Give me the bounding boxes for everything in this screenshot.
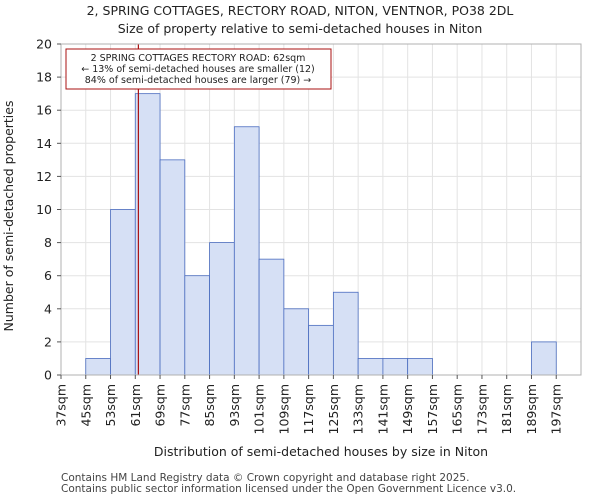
x-axis: 37sqm 45sqm 53sqm 61sqm 69sqm 77sqm 85sqm 93sqm… <box>54 375 564 434</box>
footer-copyright: Contains HM Land Registry data © Crown c… <box>61 472 470 484</box>
histogram-bar <box>134 93 161 376</box>
histogram-bar <box>531 341 557 376</box>
histogram-bar <box>357 358 384 376</box>
x-tick-label: 77sqm <box>177 384 192 427</box>
x-tick-label: 173sqm <box>474 384 489 434</box>
x-tick-label: 133sqm <box>351 384 366 434</box>
x-tick-label: 101sqm <box>252 384 267 434</box>
annotation-line-3: 84% of semi-detached houses are larger (… <box>85 75 312 86</box>
histogram-bar <box>332 291 359 376</box>
chart-subtitle: Size of property relative to semi-detach… <box>118 21 483 36</box>
y-tick-label: 18 <box>36 70 52 85</box>
x-tick-label: 149sqm <box>400 384 415 434</box>
footer-licence: Contains public sector information licen… <box>61 483 517 495</box>
y-tick-label: 16 <box>36 103 52 118</box>
histogram-bar <box>258 258 285 376</box>
x-tick-label: 157sqm <box>425 384 440 434</box>
x-tick-label: 141sqm <box>375 384 390 434</box>
histogram-bar <box>159 159 186 376</box>
y-tick-label: 12 <box>36 169 52 184</box>
y-tick-label: 0 <box>44 368 52 383</box>
chart-title: 2, SPRING COTTAGES, RECTORY ROAD, NITON,… <box>87 3 514 18</box>
histogram-bar <box>209 242 235 376</box>
histogram-bars <box>85 93 557 376</box>
annotation-frame <box>65 48 332 90</box>
x-tick-label: 197sqm <box>549 384 564 434</box>
histogram-bar <box>283 308 310 376</box>
x-tick-label: 109sqm <box>276 384 291 434</box>
y-tick-label: 20 <box>36 37 52 52</box>
annotation-line-2: ← 13% of semi-detached houses are smalle… <box>81 64 315 75</box>
x-tick-label: 117sqm <box>301 384 316 434</box>
x-tick-label: 69sqm <box>153 384 168 427</box>
x-tick-label: 181sqm <box>499 384 514 434</box>
histogram-bar <box>110 209 136 376</box>
histogram-bar <box>85 358 111 376</box>
y-tick-label: 2 <box>44 334 52 349</box>
x-axis-label: Distribution of semi-detached houses by … <box>154 444 488 459</box>
x-tick-label: 93sqm <box>227 384 242 427</box>
histogram-bar <box>407 358 433 376</box>
x-tick-label: 85sqm <box>202 384 217 427</box>
x-tick-label: 165sqm <box>450 384 465 434</box>
histogram-bar <box>308 324 334 376</box>
x-tick-label: 53sqm <box>103 384 118 427</box>
y-tick-label: 6 <box>44 268 52 283</box>
histogram-bar <box>184 275 210 376</box>
y-tick-label: 8 <box>44 235 52 250</box>
histogram-bar <box>233 126 260 376</box>
y-tick-label: 10 <box>36 202 52 217</box>
x-tick-label: 45sqm <box>78 384 93 427</box>
histogram-bar <box>382 358 409 376</box>
x-tick-label: 37sqm <box>54 384 69 427</box>
y-tick-label: 14 <box>36 136 52 151</box>
annotation-box: 2 SPRING COTTAGES RECTORY ROAD: 62sqm ← … <box>65 48 332 90</box>
x-tick-label: 61sqm <box>128 384 143 427</box>
annotation-line-1: 2 SPRING COTTAGES RECTORY ROAD: 62sqm <box>91 53 306 64</box>
x-tick-label: 189sqm <box>524 384 539 434</box>
x-tick-label: 125sqm <box>326 384 341 434</box>
y-axis-label: Number of semi-detached properties <box>1 101 16 332</box>
y-axis: 0 2 4 6 8 10 12 14 16 18 20 <box>36 37 61 383</box>
y-tick-label: 4 <box>44 301 52 316</box>
